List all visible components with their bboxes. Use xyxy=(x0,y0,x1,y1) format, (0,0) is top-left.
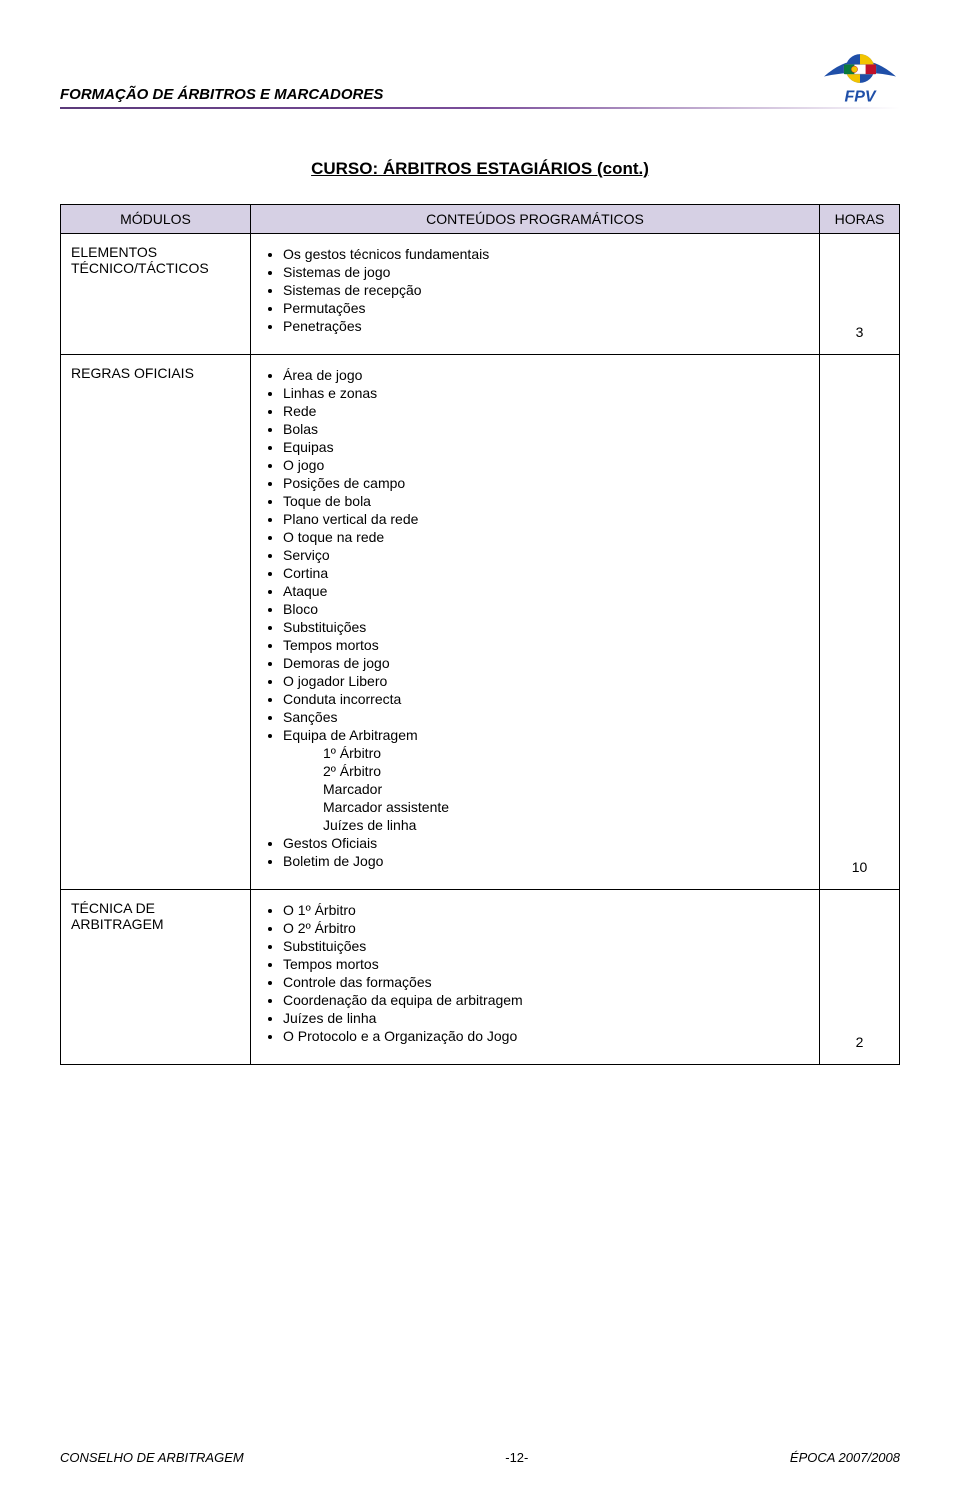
col-header-hours: HORAS xyxy=(820,205,900,234)
list-item: Controle das formações xyxy=(283,974,809,990)
list-item: Ataque xyxy=(283,583,809,599)
module-cell: TÉCNICA DE ARBITRAGEM xyxy=(61,890,251,1065)
list-item: O jogo xyxy=(283,457,809,473)
table-row: REGRAS OFICIAIS Área de jogo Linhas e zona… xyxy=(61,355,900,890)
hours-cell: 10 xyxy=(820,355,900,890)
sub-list-item: Marcador xyxy=(323,781,809,797)
list-item: Bloco xyxy=(283,601,809,617)
list-item: Juízes de linha xyxy=(283,1010,809,1026)
list-item: Equipas xyxy=(283,439,809,455)
list-item: Os gestos técnicos fundamentais xyxy=(283,246,809,262)
list-item: Cortina xyxy=(283,565,809,581)
list-item: Plano vertical da rede xyxy=(283,511,809,527)
sub-list-item: Marcador assistente xyxy=(323,799,809,815)
table-row: ELEMENTOS TÉCNICO/TÁCTICOSOs gestos técn… xyxy=(61,234,900,355)
content-cell: O 1º Árbitro O 2º Árbitro Substituições Tem… xyxy=(251,890,820,1065)
list-item: Sistemas de recepção xyxy=(283,282,809,298)
list-item: O 1º Árbitro xyxy=(283,902,809,918)
list-item: Penetrações xyxy=(283,318,809,334)
footer-right: ÉPOCA 2007/2008 xyxy=(790,1450,900,1465)
list-item: Sanções xyxy=(283,709,809,725)
page: FORMAÇÃO DE ÁRBITROS E MARCADORES FPV CU… xyxy=(0,0,960,1493)
footer-page-number: -12- xyxy=(244,1450,790,1465)
list-item: Rede xyxy=(283,403,809,419)
header-title: FORMAÇÃO DE ÁRBITROS E MARCADORES xyxy=(60,86,383,105)
list-item: Substituições xyxy=(283,619,809,635)
module-cell: REGRAS OFICIAIS xyxy=(61,355,251,890)
footer-left: CONSELHO DE ARBITRAGEM xyxy=(60,1450,244,1465)
page-footer: CONSELHO DE ARBITRAGEM -12- ÉPOCA 2007/2… xyxy=(60,1450,900,1465)
list-item: Demoras de jogo xyxy=(283,655,809,671)
list-item: O toque na rede xyxy=(283,529,809,545)
table-header-row: MÓDULOS CONTEÚDOS PROGRAMÁTICOS HORAS xyxy=(61,205,900,234)
list-item: Coordenação da equipa de arbitragem xyxy=(283,992,809,1008)
hours-cell: 2 xyxy=(820,890,900,1065)
hours-cell: 3 xyxy=(820,234,900,355)
page-header: FORMAÇÃO DE ÁRBITROS E MARCADORES FPV xyxy=(60,40,900,105)
list-item: Posições de campo xyxy=(283,475,809,491)
logo-text: FPV xyxy=(844,88,876,105)
col-header-content: CONTEÚDOS PROGRAMÁTICOS xyxy=(251,205,820,234)
list-item: O jogador Libero xyxy=(283,673,809,689)
content-list: O 1º Árbitro O 2º Árbitro Substituições Tem… xyxy=(261,902,809,1044)
list-item: Boletim de Jogo xyxy=(283,853,809,869)
content-list: Os gestos técnicos fundamentais Sistemas … xyxy=(261,246,809,334)
list-item: O 2º Árbitro xyxy=(283,920,809,936)
list-item: Linhas e zonas xyxy=(283,385,809,401)
list-item: O Protocolo e a Organização do Jogo xyxy=(283,1028,809,1044)
list-item: Área de jogo xyxy=(283,367,809,383)
sub-list-item: 1º Árbitro xyxy=(323,745,809,761)
content-cell: Os gestos técnicos fundamentais Sistemas … xyxy=(251,234,820,355)
modules-table: MÓDULOS CONTEÚDOS PROGRAMÁTICOS HORAS EL… xyxy=(60,204,900,1065)
header-divider xyxy=(60,107,900,109)
list-item: Conduta incorrecta xyxy=(283,691,809,707)
list-item: Substituições xyxy=(283,938,809,954)
sub-list: 1º Árbitro 2º Árbitro Marcador Marcador ass… xyxy=(283,745,809,833)
list-item: Gestos Oficiais xyxy=(283,835,809,851)
list-item: Bolas xyxy=(283,421,809,437)
list-item: Equipa de Arbitragem1º Árbitro2º Árbitro… xyxy=(283,727,809,833)
sub-list-item: Juízes de linha xyxy=(323,817,809,833)
list-item: Sistemas de jogo xyxy=(283,264,809,280)
sub-list-item: 2º Árbitro xyxy=(323,763,809,779)
col-header-modules: MÓDULOS xyxy=(61,205,251,234)
list-item: Permutações xyxy=(283,300,809,316)
list-item: Tempos mortos xyxy=(283,956,809,972)
module-cell: ELEMENTOS TÉCNICO/TÁCTICOS xyxy=(61,234,251,355)
table-row: TÉCNICA DE ARBITRAGEM O 1º Árbitro O 2º Ár… xyxy=(61,890,900,1065)
content-list: Área de jogo Linhas e zonas Rede Bolas Equip… xyxy=(261,367,809,869)
list-item: Tempos mortos xyxy=(283,637,809,653)
list-item: Serviço xyxy=(283,547,809,563)
content-cell: Área de jogo Linhas e zonas Rede Bolas Equip… xyxy=(251,355,820,890)
course-title: CURSO: ÁRBITROS ESTAGIÁRIOS (cont.) xyxy=(60,159,900,179)
federation-logo: FPV xyxy=(820,40,900,105)
list-item: Toque de bola xyxy=(283,493,809,509)
